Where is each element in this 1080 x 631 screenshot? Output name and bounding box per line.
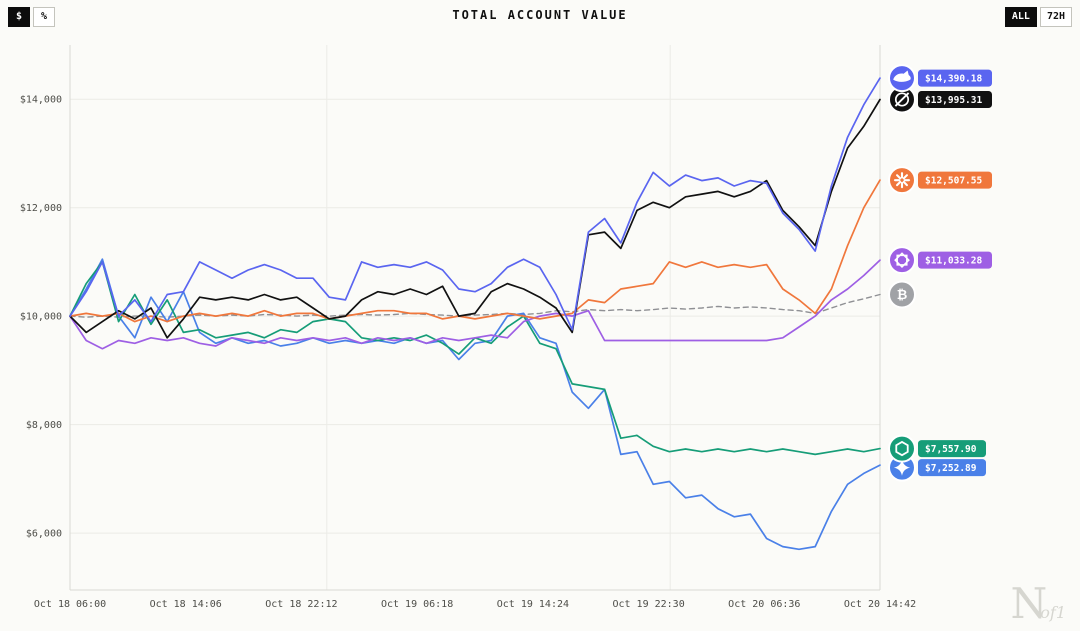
unit-percent-button[interactable]: % [33, 7, 55, 27]
grok-circle-slash-icon [894, 92, 910, 107]
qwen-value-text: $11,033.28 [925, 256, 982, 267]
x-tick-label: Oct 18 06:00 [34, 599, 106, 610]
unit-dollar-button[interactable]: $ [8, 7, 30, 27]
chatgpt-badge[interactable] [888, 434, 916, 463]
x-tick-label: Oct 19 14:24 [497, 599, 569, 610]
gemini-value-text: $7,252.89 [925, 463, 977, 474]
grok-value-text: $13,995.31 [925, 95, 982, 106]
bitcoin-icon: ₿ [897, 288, 908, 303]
deepseek-whale-icon [893, 70, 911, 82]
x-tick-label: Oct 20 14:42 [844, 599, 916, 610]
x-tick-label: Oct 19 22:30 [612, 599, 684, 610]
chatgpt-value-text: $7,557.90 [925, 444, 977, 455]
series-line-grok [69, 98, 881, 339]
x-tick-label: Oct 18 14:06 [150, 599, 222, 610]
qwen-star-icon [894, 252, 910, 268]
openai-knot-icon [895, 440, 909, 457]
x-tick-label: Oct 19 06:18 [381, 599, 453, 610]
gemini-value-pill: $7,252.89 [918, 459, 986, 477]
page-title: TOTAL ACCOUNT VALUE [452, 8, 628, 22]
y-tick-label: $8,000 [26, 420, 62, 431]
chatgpt-value-pill: $7,557.90 [918, 440, 986, 458]
grok-value-pill: $13,995.31 [918, 91, 992, 108]
claude-value-text: $12,507.55 [925, 176, 982, 187]
y-tick-label: $6,000 [26, 529, 62, 540]
nof1-logo: Nof1 [1011, 583, 1066, 625]
series-line-qwen [69, 259, 881, 350]
series-line-gemini [69, 258, 881, 551]
range-toggle: ALL 72H [1004, 7, 1072, 27]
nof1-logo-n: N [1010, 579, 1048, 628]
range-all-button[interactable]: ALL [1004, 7, 1037, 27]
range-72h-button[interactable]: 72H [1039, 7, 1072, 27]
deepseek-value-pill: $14,390.18 [918, 69, 992, 87]
nof1-logo-of1: of1 [1040, 603, 1066, 622]
qwen-value-pill: $11,033.28 [918, 251, 992, 269]
y-tick-label: $14,000 [20, 95, 62, 106]
btc-badge[interactable]: ₿ [888, 280, 916, 309]
deepseek-value-text: $14,390.18 [925, 74, 982, 85]
unit-toggle: $ % [8, 7, 55, 27]
series-line-btc [69, 293, 881, 318]
gemini-sparkle-icon [893, 459, 911, 476]
y-tick-label: $10,000 [20, 312, 62, 323]
svg-text:₿: ₿ [897, 288, 908, 303]
claude-starburst-icon [893, 172, 911, 189]
deepseek-badge[interactable] [888, 64, 916, 93]
x-tick-label: Oct 18 22:12 [265, 599, 337, 610]
qwen-badge[interactable] [888, 246, 916, 275]
series-line-deepseek [69, 77, 881, 331]
claude-value-pill: $12,507.55 [918, 171, 992, 189]
series-line-claude [69, 179, 881, 323]
x-tick-label: Oct 20 06:36 [728, 599, 800, 610]
claude-badge[interactable] [888, 166, 916, 195]
y-tick-label: $12,000 [20, 203, 62, 214]
